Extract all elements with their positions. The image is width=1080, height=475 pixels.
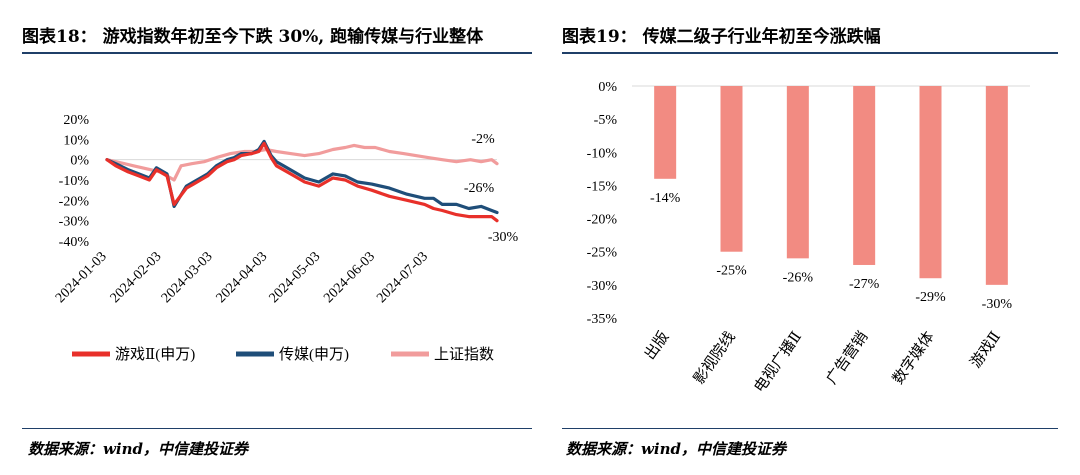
line-end-label: -2%: [471, 132, 495, 147]
right-title-divider: [562, 52, 1058, 54]
line-y-tick-label: 0%: [70, 154, 89, 169]
bar-data-label: -25%: [716, 264, 747, 279]
line-end-label: -30%: [488, 230, 519, 245]
bar: [853, 86, 876, 265]
left-source-divider: [22, 428, 532, 429]
line-x-tick-label: 2024-07-03: [374, 249, 431, 306]
bar-data-label: -26%: [783, 270, 814, 285]
bar: [654, 86, 677, 179]
line-y-tick-label: -40%: [59, 235, 90, 250]
bar-category-label: 数字媒体: [889, 329, 937, 388]
line-x-tick-label: 2024-04-03: [214, 249, 271, 306]
bar-y-tick-label: -30%: [587, 279, 618, 294]
legend-label: 传媒(申万): [279, 346, 349, 363]
bar-category-label: 影视院线: [690, 328, 739, 387]
legend-label: 游戏Ⅱ(申万): [115, 346, 195, 363]
bar-y-tick-label: -10%: [587, 146, 618, 161]
line-x-tick-label: 2024-06-03: [321, 249, 378, 306]
left-title-divider: [22, 52, 532, 54]
series-line: [105, 141, 499, 223]
bar-y-tick-label: 0%: [598, 80, 617, 95]
bar: [919, 86, 942, 279]
line-y-tick-label: 20%: [63, 113, 89, 128]
line-x-tick-label: 2024-03-03: [159, 249, 216, 306]
legend-label: 上证指数: [434, 346, 494, 363]
line-y-tick-label: 10%: [63, 133, 89, 148]
bar-category-label: 出版: [641, 329, 672, 363]
bar-category-label: 电视广播Ⅱ: [751, 329, 805, 396]
right-data-source: 数据来源：wind，中信建投证券: [566, 440, 787, 458]
line-y-tick-label: -10%: [59, 174, 90, 189]
line-x-tick-label: 2024-05-03: [267, 249, 324, 306]
bar-y-tick-label: -35%: [587, 312, 618, 327]
bar: [720, 86, 743, 252]
bar-y-tick-label: -20%: [587, 213, 618, 228]
bar-y-tick-label: -15%: [587, 179, 618, 194]
bar-data-label: -14%: [650, 191, 681, 206]
line-x-tick-label: 2024-01-03: [53, 249, 110, 306]
left-data-source: 数据来源：wind，中信建投证券: [28, 440, 249, 458]
line-y-tick-label: -30%: [59, 215, 90, 230]
bar: [985, 86, 1008, 285]
bar-data-label: -27%: [849, 277, 880, 292]
series-line: [105, 139, 499, 215]
line-end-label: -26%: [464, 181, 495, 196]
right-source-divider: [562, 428, 1058, 429]
bar-y-tick-label: -25%: [587, 246, 618, 261]
bar: [786, 86, 809, 259]
bar-data-label: -30%: [982, 297, 1013, 312]
bar-category-label: 广告营销: [823, 329, 871, 388]
right-chart-title: 图表19： 传媒二级子行业年初至今涨跌幅: [562, 27, 881, 47]
bar-category-label: 游戏Ⅱ: [967, 329, 1004, 372]
bar-y-tick-label: -5%: [594, 113, 618, 128]
left-chart-title: 图表18： 游戏指数年初至今下跌 30%, 跑输传媒与行业整体: [22, 27, 484, 47]
line-y-tick-label: -20%: [59, 194, 90, 209]
line-x-tick-label: 2024-02-03: [108, 249, 165, 306]
bar-data-label: -29%: [915, 290, 946, 305]
